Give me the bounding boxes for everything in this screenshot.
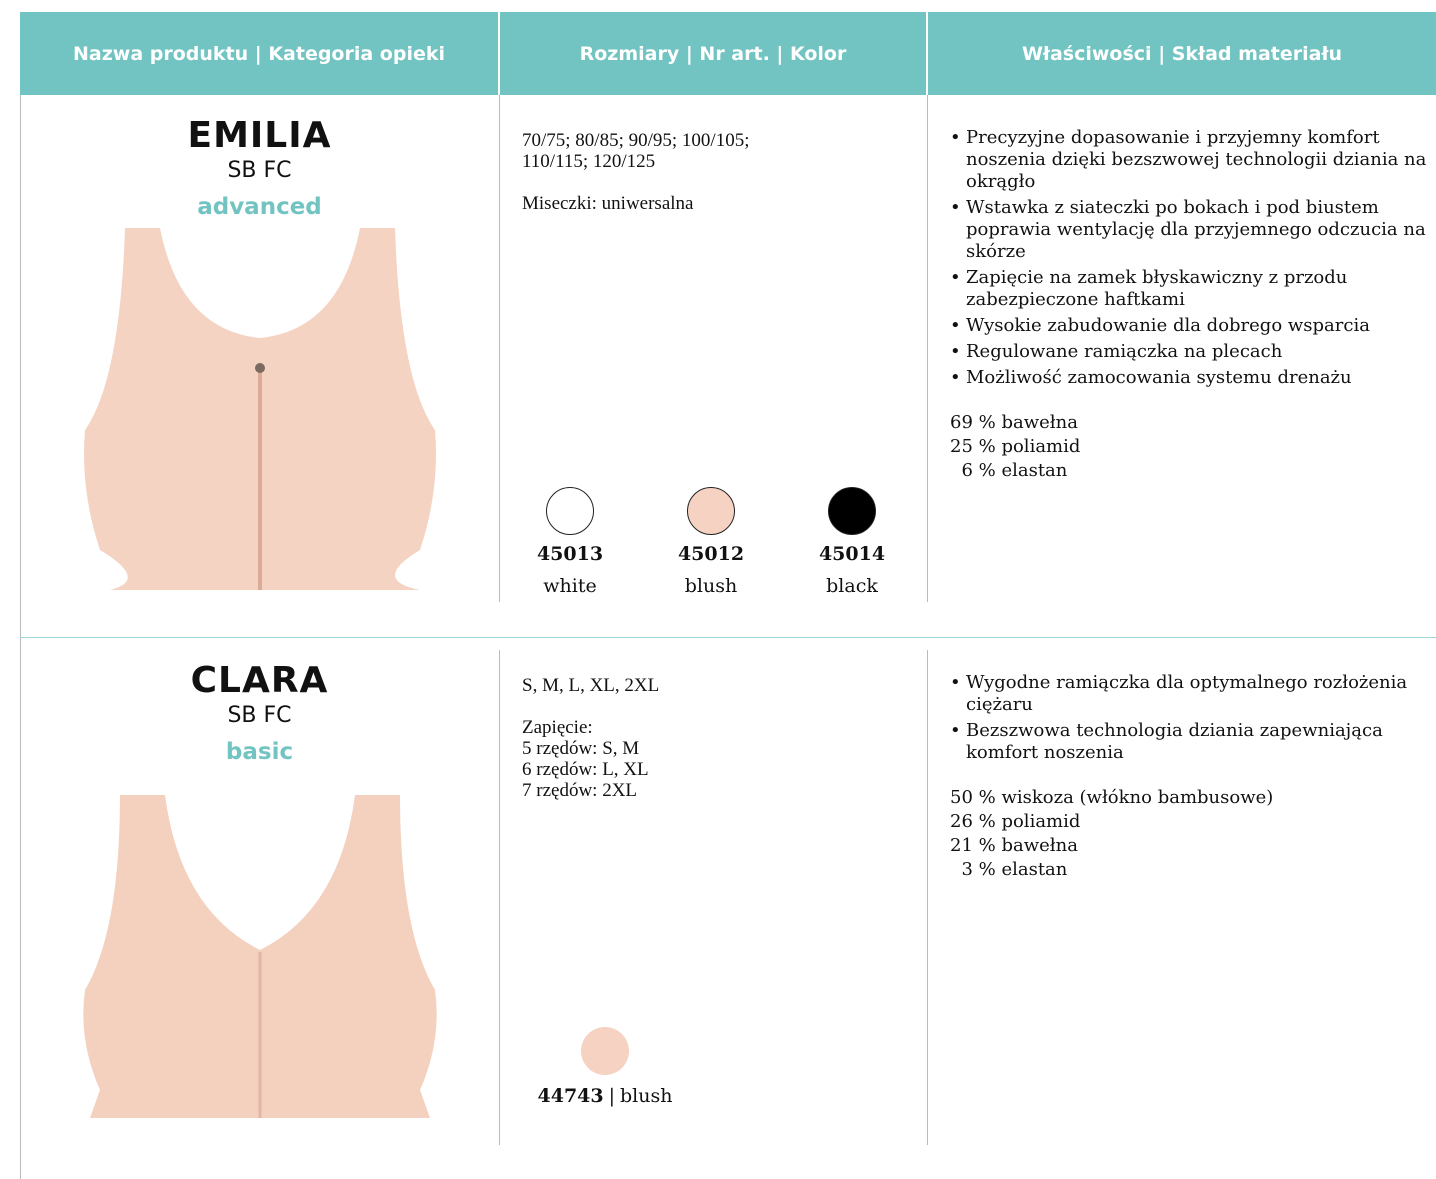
composition-line: 6 % elastan <box>950 460 1068 481</box>
size-line: 5 rzędów: S, M <box>522 738 640 759</box>
row-divider <box>20 637 1436 638</box>
article-number: 44743 <box>537 1085 604 1107</box>
color-swatch <box>546 487 594 535</box>
composition-line: 50 % wiskoza (włókno bambusowe) <box>950 787 1274 808</box>
size-line: 6 rzędów: L, XL <box>522 759 649 780</box>
size-line: Zapięcie: <box>522 717 593 738</box>
composition-line: 3 % elastan <box>950 859 1068 880</box>
care-level: basic <box>225 739 294 765</box>
composition-line: 21 % bawełna <box>950 835 1078 856</box>
article-number: 45014 <box>818 543 886 565</box>
feature: Wysokie zabudowanie dla dobrego wsparcia <box>950 315 1432 337</box>
size-line <box>522 172 922 193</box>
product-image <box>83 795 437 1118</box>
border <box>499 650 500 1145</box>
composition-line: 69 % bawełna <box>950 412 1078 433</box>
care-level: advanced <box>197 194 322 220</box>
feature: Zapięcie na zamek błyskawiczny z przodu … <box>950 267 1432 311</box>
size-line: Miseczki: uniwersalna <box>522 193 694 214</box>
color-swatch <box>581 1027 629 1075</box>
color-name: white <box>543 575 597 597</box>
color-label: 44743 | blush <box>505 1085 705 1107</box>
product-code: SB FC <box>227 703 292 728</box>
feature: Możliwość zamocowania systemu drenażu <box>950 367 1432 389</box>
feature-list: Wygodne ramiączka dla optymalnego rozłoż… <box>950 672 1432 768</box>
composition: 69 % bawełna 25 % poliamid 6 % elastan <box>950 411 1080 483</box>
border <box>927 650 928 1145</box>
color-swatch <box>687 487 735 535</box>
feature: Wygodne ramiączka dla optymalnego rozłoż… <box>950 672 1432 716</box>
size-line <box>522 696 922 717</box>
color-name: black <box>826 575 878 597</box>
header-cell: Właściwości | Skład materiału <box>928 12 1436 95</box>
product-name: EMILIA <box>187 115 332 156</box>
border <box>499 95 500 602</box>
feature: Regulowane ramiączka na plecach <box>950 341 1432 363</box>
color-swatch <box>828 487 876 535</box>
composition-line: 25 % poliamid <box>950 436 1081 457</box>
size-line: S, M, L, XL, 2XL <box>522 675 660 696</box>
product-image <box>84 228 436 590</box>
feature-list: Precyzyjne dopasowanie i przyjemny komfo… <box>950 127 1432 393</box>
size-line: 110/115; 120/125 <box>522 151 656 172</box>
separator: | <box>608 1085 616 1107</box>
article-number: 45012 <box>677 543 745 565</box>
composition: 50 % wiskoza (włókno bambusowe) 26 % poli… <box>950 786 1273 882</box>
composition-line: 26 % poliamid <box>950 811 1081 832</box>
size-line: 7 rzędów: 2XL <box>522 780 638 801</box>
product-name: CLARA <box>190 660 329 701</box>
header-cell: Rozmiary | Nr art. | Kolor <box>500 12 926 95</box>
header-cell: Nazwa produktu | Kategoria opieki <box>20 12 498 95</box>
article-number: 45013 <box>536 543 604 565</box>
color-name: blush <box>684 575 738 597</box>
border <box>927 95 928 602</box>
color-name: blush <box>620 1085 673 1107</box>
product-code: SB FC <box>227 158 292 183</box>
feature: Wstawka z siateczki po bokach i pod bius… <box>950 197 1432 263</box>
sizes: 70/75; 80/85; 90/95; 100/105; 110/115; 12… <box>522 130 922 214</box>
feature: Bezszwowa technologia dziania zapewniają… <box>950 720 1432 764</box>
feature: Precyzyjne dopasowanie i przyjemny komfo… <box>950 127 1432 193</box>
size-line: 70/75; 80/85; 90/95; 100/105; <box>522 130 750 151</box>
